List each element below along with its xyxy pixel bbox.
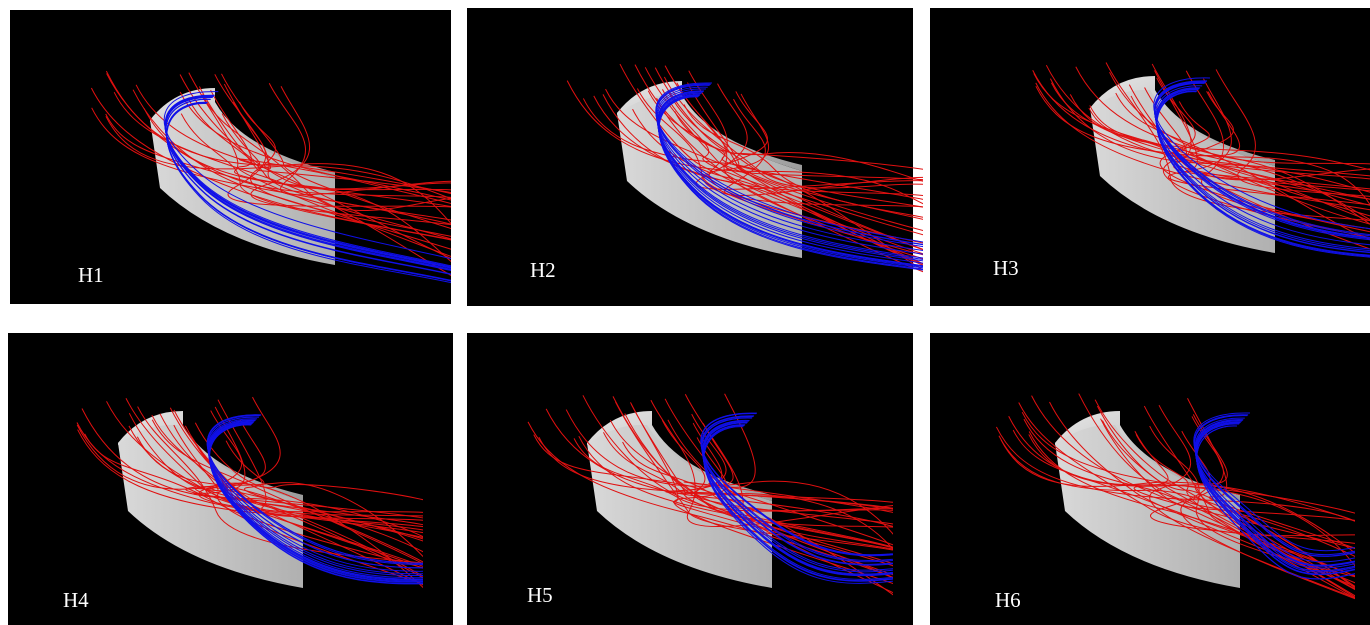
panel-label: H6 [995,588,1021,612]
panel: H5 [467,333,913,625]
panel-label: H4 [63,588,89,612]
panel: H4 [8,333,453,625]
panel-label: H3 [993,256,1019,280]
panel: H1 [10,10,471,304]
panel: H6 [930,333,1370,625]
page: H1H2H3H4H5H6 (() => { const data = JSON.… [0,0,1370,625]
figure: H1 H2 H3 H4 H5 H6 [0,0,1370,625]
panel-label: H1 [78,263,104,287]
panel: H3 [930,8,1370,306]
panel-label: H5 [527,583,553,607]
panel-label: H2 [530,258,556,282]
panel: H2 [467,8,943,306]
